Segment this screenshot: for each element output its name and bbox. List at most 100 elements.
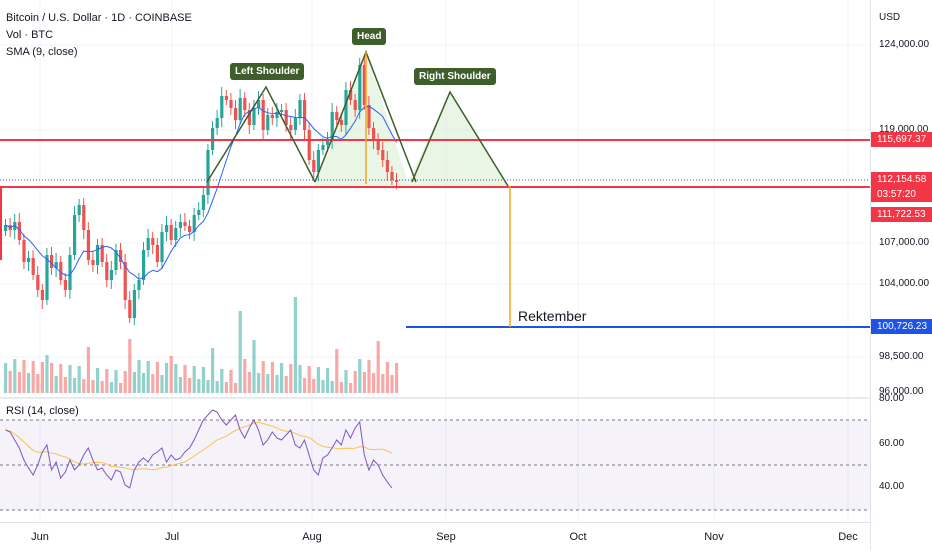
- volume-bar: [4, 363, 8, 393]
- volume-bar: [59, 364, 63, 393]
- volume-bar: [275, 375, 279, 393]
- candle-body: [307, 130, 311, 160]
- volume-bar: [284, 376, 288, 393]
- candle-body: [151, 238, 155, 245]
- volume-bar: [169, 356, 173, 393]
- volume-bar: [197, 379, 201, 393]
- volume-bar: [128, 339, 132, 393]
- candle-body: [312, 160, 316, 172]
- volume-bar: [100, 381, 104, 393]
- candle-body: [284, 110, 288, 125]
- price-axis[interactable]: USD 124,000.00 119,000.00 107,000.00 104…: [870, 0, 932, 550]
- volume-bar: [376, 341, 380, 393]
- sma-legend[interactable]: SMA (9, close): [6, 46, 78, 58]
- candle-body: [183, 222, 187, 226]
- volume-bar: [247, 372, 251, 393]
- candle-body: [155, 245, 159, 262]
- rsi-tick: 60.00: [879, 438, 905, 449]
- volume-bar: [123, 371, 127, 393]
- volume-bar: [261, 361, 265, 393]
- volume-bar: [372, 373, 376, 393]
- volume-bar: [13, 359, 17, 393]
- volume-bar: [220, 369, 224, 393]
- currency-label[interactable]: USD: [879, 12, 901, 23]
- volume-bar: [17, 372, 21, 393]
- volume-bar: [188, 378, 192, 393]
- neckline-badge: 111,722.53: [871, 207, 932, 222]
- main-chart-canvas[interactable]: [0, 0, 870, 522]
- candle-body: [201, 195, 205, 210]
- price-tick: 104,000.00: [879, 278, 930, 289]
- volume-bar: [252, 340, 256, 393]
- volume-bar: [109, 382, 113, 393]
- volume-bar: [243, 359, 247, 393]
- volume-bar: [257, 373, 261, 393]
- candle-body: [40, 290, 44, 300]
- candle-body: [22, 240, 26, 262]
- candle-body: [45, 255, 49, 300]
- volume-bar: [82, 379, 86, 393]
- head-label[interactable]: Head: [352, 28, 387, 45]
- volume-bar: [114, 370, 118, 393]
- volume-bar: [349, 383, 353, 393]
- candle-body: [376, 140, 380, 150]
- volume-bar: [178, 377, 182, 393]
- symbol-title[interactable]: Bitcoin / U.S. Dollar · 1D · COINBASE: [6, 12, 192, 24]
- volume-bar: [96, 368, 100, 393]
- candles: [4, 57, 399, 325]
- volume-legend[interactable]: Vol · BTC: [6, 29, 54, 41]
- candle-body: [234, 108, 238, 120]
- candle-body: [17, 222, 21, 240]
- candle-body: [372, 128, 376, 140]
- volume-bar: [201, 367, 205, 393]
- volume-bar: [174, 364, 178, 393]
- right-shoulder-label[interactable]: Right Shoulder: [414, 68, 496, 85]
- grid: [0, 0, 870, 522]
- sma-line: [5, 105, 397, 280]
- candle-body: [91, 260, 95, 265]
- volume-bar: [280, 363, 284, 393]
- volume-bar: [335, 349, 339, 393]
- candle-body: [316, 150, 320, 172]
- volume-bar: [146, 361, 150, 393]
- candle-body: [381, 150, 385, 160]
- volume-bar: [381, 374, 385, 393]
- chart-legend: Bitcoin / U.S. Dollar · 1D · COINBASE Vo…: [6, 10, 192, 61]
- volume-bar: [45, 355, 49, 393]
- time-axis[interactable]: Jun Jul Aug Sep Oct Nov Dec: [0, 522, 870, 551]
- target-annotation[interactable]: Rektember: [518, 308, 587, 324]
- candle-body: [59, 262, 63, 280]
- candle-body: [86, 230, 90, 260]
- candle-body: [54, 262, 58, 268]
- candle-body: [4, 225, 8, 231]
- volume-bar: [390, 375, 394, 393]
- volume-bar: [137, 360, 141, 393]
- time-tick-dec: Dec: [838, 531, 858, 543]
- volume-bar: [326, 368, 330, 393]
- candle-body: [188, 226, 192, 232]
- candle-body: [358, 65, 362, 110]
- volume-bar: [50, 363, 54, 393]
- candle-body: [353, 100, 357, 110]
- candle-body: [238, 98, 242, 120]
- candle-body: [114, 250, 118, 270]
- volume-bar: [321, 380, 325, 393]
- left-shoulder-label[interactable]: Left Shoulder: [230, 63, 305, 80]
- volume-bar: [86, 347, 90, 393]
- volume-bar: [73, 378, 77, 393]
- volume-bar: [77, 366, 81, 393]
- candle-body: [289, 125, 293, 130]
- rsi-legend[interactable]: RSI (14, close): [6, 405, 79, 417]
- volume-bar: [22, 360, 26, 393]
- price-tick: 107,000.00: [879, 237, 930, 248]
- price-tick: 98,500.00: [879, 351, 924, 362]
- candle-body: [82, 205, 86, 230]
- price-tick: 96,000.00: [879, 386, 924, 397]
- time-tick-sep: Sep: [436, 531, 456, 543]
- candle-body: [119, 250, 123, 262]
- candle-body: [395, 180, 399, 182]
- time-tick-jun: Jun: [31, 531, 49, 543]
- candle-body: [252, 108, 256, 125]
- volume-bar: [40, 362, 44, 393]
- candle-body: [192, 215, 196, 232]
